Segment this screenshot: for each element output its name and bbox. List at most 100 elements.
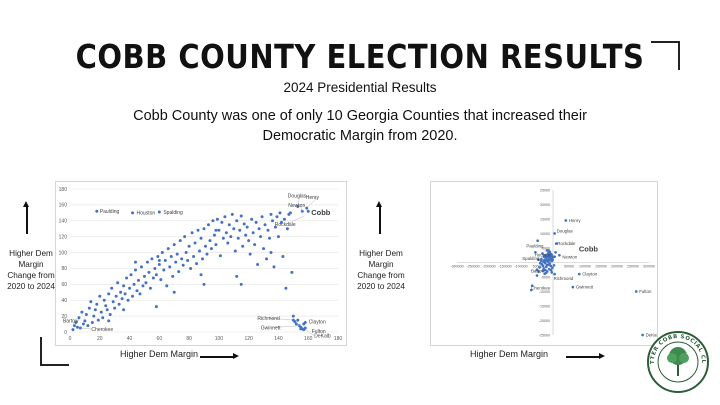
data-point	[247, 239, 251, 243]
data-point	[253, 243, 257, 247]
data-point	[530, 284, 534, 288]
data-point	[145, 260, 149, 264]
data-point	[296, 318, 300, 322]
data-point	[114, 294, 118, 298]
data-point	[542, 255, 546, 259]
data-point	[548, 262, 552, 266]
data-point	[238, 228, 242, 232]
data-point	[549, 264, 553, 268]
x-tick-label: 300000	[643, 265, 655, 269]
up-arrow-icon	[23, 201, 29, 234]
y-tick-label: 180	[59, 187, 68, 193]
x-tick-label: 100000	[579, 265, 591, 269]
data-point	[220, 220, 224, 224]
data-point	[110, 286, 114, 290]
data-point	[235, 274, 239, 278]
data-point	[281, 255, 285, 259]
y-tick-label: 80	[61, 266, 67, 272]
data-point	[273, 225, 277, 229]
data-point	[550, 271, 554, 274]
data-point	[202, 282, 206, 286]
point-label: Cherokee	[531, 286, 551, 291]
data-point	[105, 308, 109, 312]
data-point	[113, 306, 117, 310]
data-point	[211, 219, 215, 223]
point-label: Spalding	[163, 210, 183, 216]
data-point	[203, 244, 207, 248]
data-point	[183, 235, 187, 239]
data-point	[122, 308, 126, 312]
data-point	[72, 324, 76, 328]
data-point	[270, 219, 274, 223]
data-point	[543, 261, 547, 265]
data-point	[278, 211, 282, 215]
leader-line	[272, 325, 301, 328]
right-y-label: Higher Dem Margin Change from 2020 to 20…	[357, 249, 405, 291]
data-point	[134, 268, 138, 272]
data-point	[558, 253, 561, 257]
data-point	[245, 225, 249, 229]
data-point	[126, 298, 130, 302]
data-point	[214, 228, 218, 232]
y-tick-label: 25000	[540, 188, 550, 192]
data-point	[553, 255, 556, 259]
leader-line	[286, 215, 304, 225]
data-point	[549, 252, 552, 256]
leader-line	[269, 317, 294, 321]
data-point	[93, 308, 97, 312]
data-point	[553, 232, 556, 235]
data-point	[101, 316, 105, 320]
y-tick-label: -25000	[539, 333, 550, 337]
y-tick-label: 5000	[542, 246, 550, 250]
data-point	[302, 322, 306, 326]
left-y-label: Higher Dem Margin Change from 2020 to 20…	[7, 249, 55, 291]
data-point	[294, 322, 298, 326]
data-point	[172, 290, 176, 294]
x-tick-label: 60	[157, 336, 163, 342]
data-point	[248, 252, 252, 256]
right-arrow-icon	[566, 353, 605, 359]
data-point	[159, 278, 163, 282]
data-point	[232, 227, 236, 231]
point-label: Douglas	[557, 229, 574, 234]
point-label: Paulding	[100, 209, 120, 215]
data-point	[99, 310, 103, 314]
data-point	[577, 272, 581, 276]
data-point	[212, 233, 216, 237]
data-point	[230, 212, 234, 216]
data-point	[80, 310, 84, 314]
data-point	[131, 211, 135, 215]
data-point	[138, 292, 142, 296]
y-tick-label: 140	[59, 219, 68, 225]
data-point	[123, 292, 127, 296]
data-point	[268, 236, 272, 240]
y-tick-label: 160	[59, 203, 68, 209]
data-point	[189, 266, 193, 270]
leader-line	[72, 320, 76, 326]
leader-line	[305, 329, 315, 336]
data-point	[537, 270, 540, 274]
y-tick-label: 10000	[540, 232, 550, 236]
data-point	[254, 220, 258, 224]
data-point	[122, 284, 126, 288]
data-point	[128, 286, 132, 290]
data-point	[553, 272, 556, 276]
data-point	[529, 288, 533, 292]
x-tick-label: -100000	[514, 265, 527, 269]
point-label: Newton	[288, 203, 305, 209]
data-point	[95, 302, 99, 306]
data-point	[284, 286, 288, 290]
point-label: Houston	[137, 211, 156, 217]
x-tick-label: 250000	[627, 265, 639, 269]
data-point	[92, 314, 96, 318]
scatter-chart-left: 0 20 40 60 80 100 120 140 160 180 0 20 40 60 80 100 120 1…	[55, 181, 347, 346]
data-point	[157, 262, 161, 266]
data-point	[534, 251, 537, 254]
data-point	[236, 236, 240, 240]
point-label: Douglas	[288, 193, 307, 199]
data-point	[116, 281, 120, 285]
y-tick-label: 40	[61, 298, 67, 304]
data-point	[107, 292, 111, 296]
data-point	[181, 263, 185, 267]
data-point	[259, 235, 263, 239]
